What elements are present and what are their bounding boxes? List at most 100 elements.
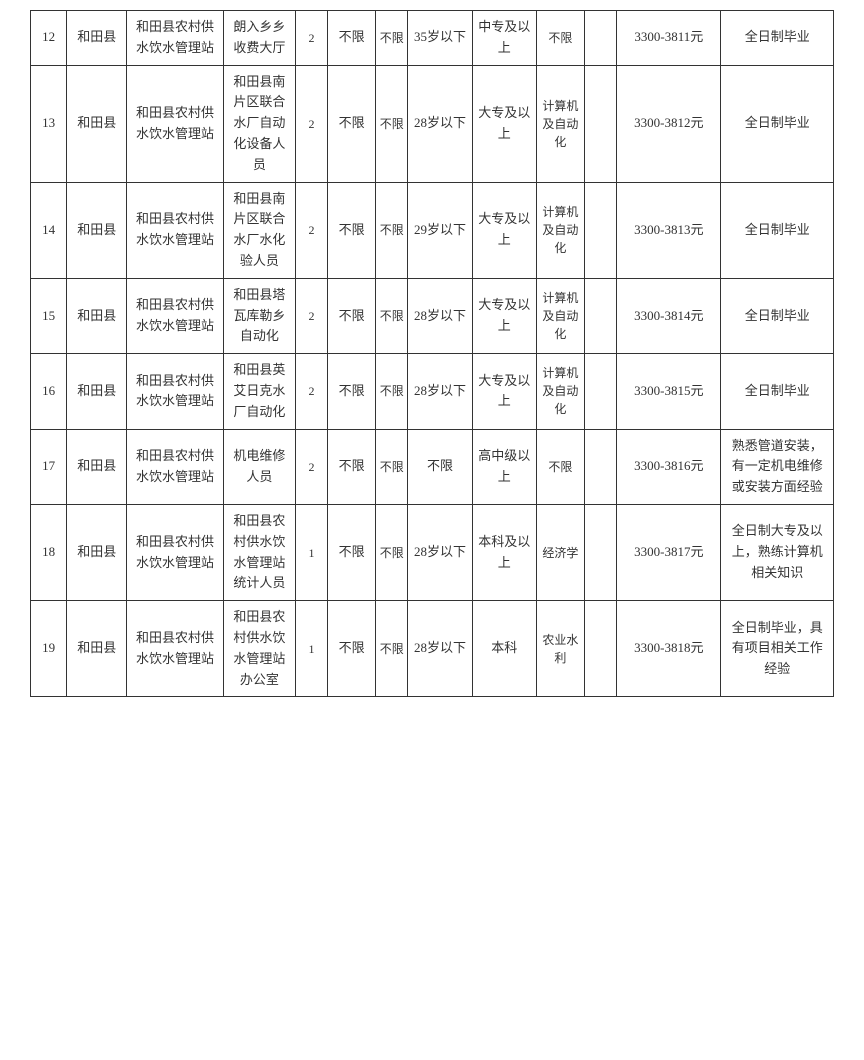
cell-seq: 12 [31, 11, 67, 66]
cell-age: 29岁以下 [408, 182, 472, 278]
cell-position: 机电维修人员 [223, 429, 295, 504]
cell-education: 本科及以上 [472, 504, 536, 600]
cell-unit: 和田县农村供水饮水管理站 [127, 504, 223, 600]
cell-county: 和田县 [67, 504, 127, 600]
cell-position: 和田县塔瓦库勒乡自动化 [223, 278, 295, 353]
cell-ethnic: 不限 [376, 354, 408, 429]
cell-major: 计算机及自动化 [536, 182, 584, 278]
table-row: 13和田县和田县农村供水饮水管理站和田县南片区联合水厂自动化设备人员2不限不限2… [31, 65, 834, 182]
cell-ethnic: 不限 [376, 504, 408, 600]
cell-count: 2 [295, 429, 327, 504]
cell-major: 计算机及自动化 [536, 278, 584, 353]
cell-unit: 和田县农村供水饮水管理站 [127, 429, 223, 504]
cell-blank [585, 11, 617, 66]
cell-position: 和田县英艾日克水厂自动化 [223, 354, 295, 429]
cell-position: 和田县南片区联合水厂自动化设备人员 [223, 65, 295, 182]
cell-blank [585, 354, 617, 429]
cell-county: 和田县 [67, 65, 127, 182]
cell-unit: 和田县农村供水饮水管理站 [127, 278, 223, 353]
cell-ethnic: 不限 [376, 11, 408, 66]
cell-county: 和田县 [67, 354, 127, 429]
cell-count: 2 [295, 11, 327, 66]
cell-remark: 全日制大专及以上，熟练计算机相关知识 [721, 504, 834, 600]
cell-seq: 16 [31, 354, 67, 429]
cell-county: 和田县 [67, 278, 127, 353]
cell-age: 35岁以下 [408, 11, 472, 66]
cell-major: 农业水利 [536, 601, 584, 697]
cell-salary: 3300-3818元 [617, 601, 721, 697]
cell-gender: 不限 [328, 429, 376, 504]
cell-major: 不限 [536, 11, 584, 66]
cell-remark: 全日制毕业 [721, 182, 834, 278]
cell-gender: 不限 [328, 354, 376, 429]
cell-remark: 全日制毕业 [721, 278, 834, 353]
cell-education: 大专及以上 [472, 354, 536, 429]
cell-salary: 3300-3814元 [617, 278, 721, 353]
cell-county: 和田县 [67, 11, 127, 66]
cell-gender: 不限 [328, 65, 376, 182]
cell-count: 2 [295, 278, 327, 353]
cell-blank [585, 278, 617, 353]
cell-age: 不限 [408, 429, 472, 504]
cell-salary: 3300-3817元 [617, 504, 721, 600]
table-row: 14和田县和田县农村供水饮水管理站和田县南片区联合水厂水化验人员2不限不限29岁… [31, 182, 834, 278]
cell-unit: 和田县农村供水饮水管理站 [127, 182, 223, 278]
table-row: 15和田县和田县农村供水饮水管理站和田县塔瓦库勒乡自动化2不限不限28岁以下大专… [31, 278, 834, 353]
cell-gender: 不限 [328, 182, 376, 278]
cell-major: 不限 [536, 429, 584, 504]
cell-gender: 不限 [328, 11, 376, 66]
cell-count: 1 [295, 504, 327, 600]
cell-seq: 17 [31, 429, 67, 504]
table-row: 19和田县和田县农村供水饮水管理站和田县农村供水饮水管理站办公室1不限不限28岁… [31, 601, 834, 697]
cell-major: 计算机及自动化 [536, 354, 584, 429]
cell-education: 大专及以上 [472, 182, 536, 278]
cell-position: 和田县农村供水饮水管理站办公室 [223, 601, 295, 697]
cell-remark: 熟悉管道安装，有一定机电维修或安装方面经验 [721, 429, 834, 504]
cell-ethnic: 不限 [376, 278, 408, 353]
cell-major: 计算机及自动化 [536, 65, 584, 182]
cell-blank [585, 429, 617, 504]
cell-unit: 和田县农村供水饮水管理站 [127, 601, 223, 697]
table-row: 16和田县和田县农村供水饮水管理站和田县英艾日克水厂自动化2不限不限28岁以下大… [31, 354, 834, 429]
table-row: 17和田县和田县农村供水饮水管理站机电维修人员2不限不限不限高中级以上不限330… [31, 429, 834, 504]
cell-count: 2 [295, 65, 327, 182]
cell-seq: 19 [31, 601, 67, 697]
cell-remark: 全日制毕业，具有项目相关工作经验 [721, 601, 834, 697]
cell-ethnic: 不限 [376, 601, 408, 697]
cell-salary: 3300-3816元 [617, 429, 721, 504]
cell-position: 和田县农村供水饮水管理站统计人员 [223, 504, 295, 600]
cell-ethnic: 不限 [376, 182, 408, 278]
cell-remark: 全日制毕业 [721, 65, 834, 182]
cell-seq: 18 [31, 504, 67, 600]
cell-position: 朗入乡乡收费大厅 [223, 11, 295, 66]
cell-age: 28岁以下 [408, 601, 472, 697]
cell-salary: 3300-3815元 [617, 354, 721, 429]
table-row: 18和田县和田县农村供水饮水管理站和田县农村供水饮水管理站统计人员1不限不限28… [31, 504, 834, 600]
cell-gender: 不限 [328, 504, 376, 600]
cell-education: 大专及以上 [472, 65, 536, 182]
cell-salary: 3300-3812元 [617, 65, 721, 182]
cell-remark: 全日制毕业 [721, 354, 834, 429]
cell-county: 和田县 [67, 429, 127, 504]
cell-remark: 全日制毕业 [721, 11, 834, 66]
cell-unit: 和田县农村供水饮水管理站 [127, 65, 223, 182]
cell-age: 28岁以下 [408, 278, 472, 353]
cell-count: 2 [295, 182, 327, 278]
cell-salary: 3300-3811元 [617, 11, 721, 66]
cell-salary: 3300-3813元 [617, 182, 721, 278]
cell-position: 和田县南片区联合水厂水化验人员 [223, 182, 295, 278]
cell-seq: 13 [31, 65, 67, 182]
job-listing-table: 12和田县和田县农村供水饮水管理站朗入乡乡收费大厅2不限不限35岁以下中专及以上… [30, 10, 834, 697]
cell-gender: 不限 [328, 601, 376, 697]
cell-age: 28岁以下 [408, 354, 472, 429]
cell-blank [585, 182, 617, 278]
cell-unit: 和田县农村供水饮水管理站 [127, 11, 223, 66]
cell-unit: 和田县农村供水饮水管理站 [127, 354, 223, 429]
cell-seq: 14 [31, 182, 67, 278]
cell-blank [585, 65, 617, 182]
cell-blank [585, 504, 617, 600]
cell-county: 和田县 [67, 182, 127, 278]
cell-education: 本科 [472, 601, 536, 697]
cell-count: 1 [295, 601, 327, 697]
cell-education: 中专及以上 [472, 11, 536, 66]
